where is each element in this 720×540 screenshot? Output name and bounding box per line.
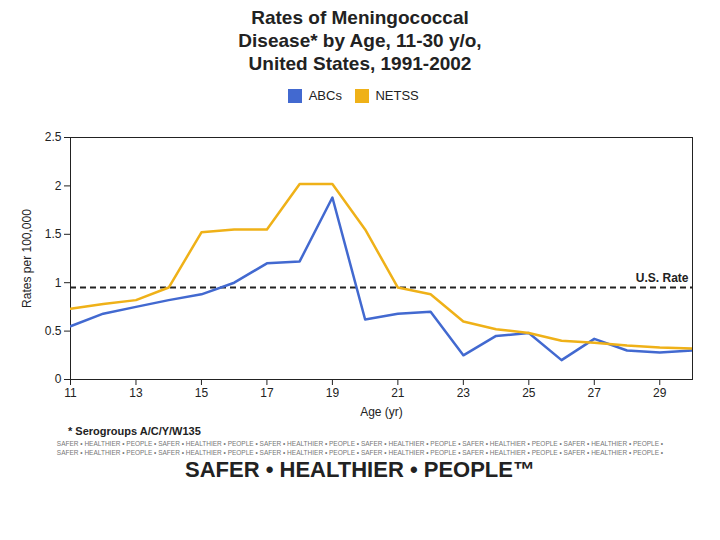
svg-text:Rates per 100,000: Rates per 100,000	[20, 208, 34, 307]
html-text:SAFER • HEALTHIER • PEOPLE • S: SAFER • HEALTHIER • PEOPLE • SAFER • HEA…	[56, 448, 664, 456]
svg-text:13: 13	[129, 386, 143, 400]
svg-text:2.5: 2.5	[45, 130, 62, 144]
svg-text:27: 27	[588, 386, 602, 400]
svg-text:15: 15	[195, 386, 209, 400]
html-text:* Serogroups A/C/Y/W135: * Serogroups A/C/Y/W135	[68, 424, 201, 437]
svg-text:0: 0	[55, 372, 62, 386]
svg-text:19: 19	[326, 386, 340, 400]
svg-text:2: 2	[55, 178, 62, 192]
svg-text:1.5: 1.5	[45, 227, 62, 241]
svg-text:29: 29	[653, 386, 667, 400]
html-text:SAFER • HEALTHIER • PEOPLE™: SAFER • HEALTHIER • PEOPLE™	[185, 456, 535, 482]
svg-text:0.5: 0.5	[45, 323, 62, 337]
html-text:SAFER • HEALTHIER • PEOPLE • S: SAFER • HEALTHIER • PEOPLE • SAFER • HEA…	[56, 439, 664, 447]
html-text:ABCs: ABCs	[308, 88, 342, 103]
svg-text:Age (yr): Age (yr)	[360, 404, 403, 418]
svg-text:11: 11	[64, 386, 77, 400]
svg-text:U.S. Rate: U.S. Rate	[636, 271, 689, 285]
svg-text:23: 23	[457, 386, 471, 400]
html-text:NETSS: NETSS	[375, 88, 419, 103]
svg-text:21: 21	[391, 386, 405, 400]
html-text:Rates of Meningococcal Disease: Rates of Meningococcal Disease* by Age, …	[238, 7, 482, 74]
svg-text:25: 25	[522, 386, 536, 400]
svg-text:17: 17	[260, 386, 274, 400]
svg-text:1: 1	[55, 275, 62, 289]
